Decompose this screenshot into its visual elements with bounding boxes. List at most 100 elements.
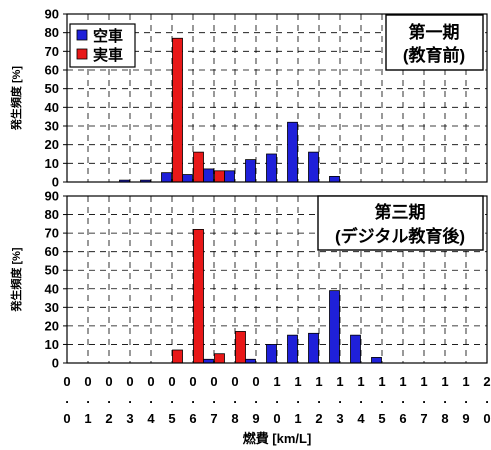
panel1-bar-actual-7: [214, 170, 225, 183]
legend-swatch-actual: [76, 48, 88, 60]
xtick-bottom: 1: [294, 411, 301, 426]
x-axis-label: 燃費 [km/L]: [243, 431, 312, 446]
panel1-plot-frame: [66, 13, 488, 183]
xtick-dot: .: [296, 391, 300, 406]
panel1-bar-empty-11: [308, 151, 319, 183]
xtick-dot: .: [128, 391, 132, 406]
xtick-dot: .: [107, 391, 111, 406]
xtick-dot: .: [464, 391, 468, 406]
panel2-ytick-label: 20: [45, 318, 59, 333]
panel2-ytick-label: 30: [45, 300, 59, 315]
legend-label-empty: 空車: [93, 27, 123, 45]
panel2-ytick-label: 90: [45, 189, 59, 204]
xtick-top: 1: [273, 374, 280, 389]
xtick-dot: .: [359, 391, 363, 406]
xtick-dot: .: [191, 391, 195, 406]
xtick-bottom: 0: [483, 411, 490, 426]
xtick-top: 2: [483, 374, 490, 389]
panel2-ytick-label: 40: [45, 281, 59, 296]
xtick-bottom: 5: [168, 411, 175, 426]
xtick-top: 1: [378, 374, 385, 389]
xtick-top: 1: [357, 374, 364, 389]
panel1-ylabel: 発生頻度 [%]: [9, 66, 23, 131]
panel1-ytick-label: 70: [45, 44, 59, 59]
xtick-bottom: 2: [105, 411, 112, 426]
panel2-ytick-label: 60: [45, 244, 59, 259]
xtick-bottom: 5: [378, 411, 385, 426]
panel1-title: 第一期: [409, 22, 460, 42]
xtick-top: 1: [462, 374, 469, 389]
panel1-bar-empty-12: [329, 175, 340, 183]
panel2-ytick-label: 10: [45, 337, 59, 352]
panel2-title-box: [317, 195, 484, 251]
xtick-top: 0: [147, 374, 154, 389]
xtick-dot: .: [338, 391, 342, 406]
xtick-top: 0: [252, 374, 259, 389]
legend-label-actual: 実車: [93, 46, 123, 64]
xtick-bottom: 4: [147, 411, 155, 426]
xtick-top: 1: [420, 374, 427, 389]
xtick-bottom: 8: [231, 411, 238, 426]
xtick-top: 0: [63, 374, 70, 389]
panel2-bar-empty-11: [308, 332, 319, 364]
panel1-title-box: [385, 14, 484, 71]
panel1-bar-actual-5: [172, 37, 183, 183]
xtick-dot: .: [254, 391, 258, 406]
xtick-bottom: 7: [210, 411, 217, 426]
panel1-ytick-label: 10: [45, 156, 59, 171]
xtick-dot: .: [317, 391, 321, 406]
panel2-ylabel: 発生頻度 [%]: [9, 247, 23, 312]
panel1-ytick-label: 90: [45, 7, 59, 22]
panel1-subtitle: (教育前): [403, 45, 465, 65]
xtick-top: 0: [84, 374, 91, 389]
panel2-ytick-label: 50: [45, 263, 59, 278]
panel1-bar-actual-6: [193, 151, 204, 183]
xtick-dot: .: [233, 391, 237, 406]
panel2-bar-actual-7: [214, 353, 225, 364]
panel2-bar-empty-12: [329, 290, 340, 364]
xtick-bottom: 9: [462, 411, 469, 426]
panel2-bar-actual-8: [235, 331, 246, 364]
xtick-bottom: 2: [315, 411, 322, 426]
xtick-bottom: 6: [399, 411, 406, 426]
xtick-dot: .: [65, 391, 69, 406]
panel2-subtitle: (デジタル教育後): [335, 226, 465, 246]
xtick-dot: .: [170, 391, 174, 406]
xtick-bottom: 0: [63, 411, 70, 426]
xtick-top: 0: [126, 374, 133, 389]
xtick-top: 0: [210, 374, 217, 389]
xtick-dot: .: [212, 391, 216, 406]
xtick-dot: .: [443, 391, 447, 406]
xtick-top: 1: [336, 374, 343, 389]
xtick-dot: .: [422, 391, 426, 406]
panel1-ytick-label: 30: [45, 119, 59, 134]
xtick-bottom: 1: [84, 411, 91, 426]
xtick-dot: .: [485, 391, 489, 406]
panel1-bar-empty-8: [245, 159, 256, 183]
xtick-top: 0: [168, 374, 175, 389]
xtick-dot: .: [86, 391, 90, 406]
xtick-bottom: 9: [252, 411, 259, 426]
xtick-bottom: 4: [357, 411, 365, 426]
xtick-top: 0: [105, 374, 112, 389]
xtick-dot: .: [380, 391, 384, 406]
panel2-bar-empty-9: [266, 344, 277, 364]
xtick-bottom: 3: [126, 411, 133, 426]
xtick-top: 1: [399, 374, 406, 389]
panel2-bar-empty-14: [371, 357, 382, 364]
xtick-top: 0: [231, 374, 238, 389]
panel2-bar-empty-13: [350, 334, 361, 364]
panel1-bar-empty-4: [161, 172, 172, 183]
panel1-ytick-label: 0: [52, 175, 59, 190]
xtick-bottom: 8: [441, 411, 448, 426]
panel1-ytick-label: 40: [45, 100, 59, 115]
panel1-bar-empty-5: [182, 174, 193, 183]
xtick-dot: .: [149, 391, 153, 406]
xtick-dot: .: [275, 391, 279, 406]
panel2-title: 第三期: [375, 202, 426, 222]
xtick-top: 1: [441, 374, 448, 389]
panel1-bar-empty-9: [266, 153, 277, 183]
panel2-ytick-label: 70: [45, 226, 59, 241]
legend-swatch-empty: [76, 29, 88, 41]
